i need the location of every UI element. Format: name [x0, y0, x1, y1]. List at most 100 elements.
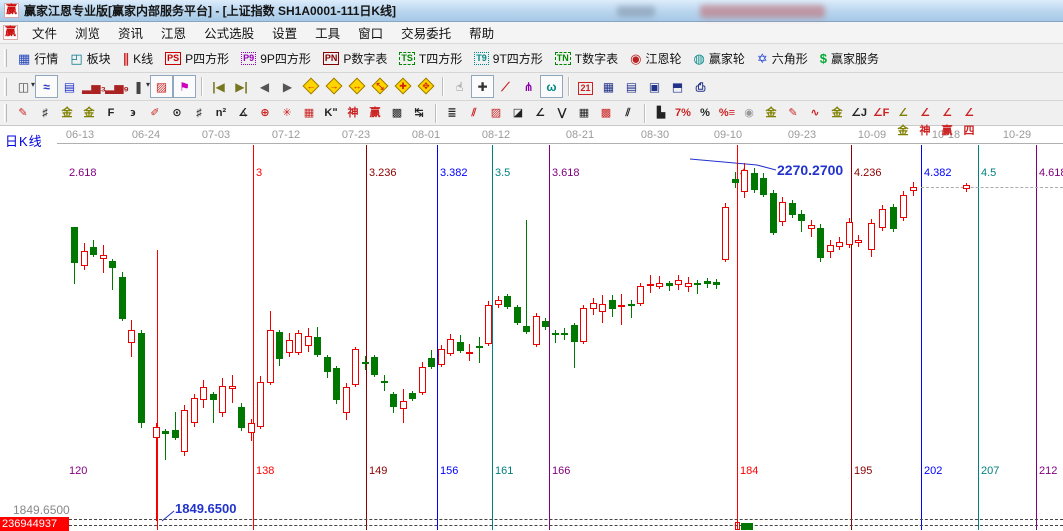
memo-button[interactable]: ▤: [620, 75, 643, 98]
angle-four-button[interactable]: ∠四: [958, 103, 980, 137]
angle-lines-button[interactable]: ∠: [529, 103, 551, 124]
gold-level-button[interactable]: 金: [760, 103, 782, 124]
gann-pencil-button[interactable]: ✎: [12, 103, 34, 124]
win-lines-button[interactable]: 赢: [364, 103, 386, 124]
grid-box-button[interactable]: ▦: [573, 103, 595, 124]
levels-tool-button[interactable]: ≣: [441, 103, 463, 124]
percent-7-button[interactable]: 7%: [672, 103, 694, 124]
menu-item-7[interactable]: 窗口: [358, 27, 384, 41]
pattern-search-button[interactable]: ▨: [150, 75, 173, 98]
menu-item-8[interactable]: 交易委托: [401, 27, 452, 41]
gold-lines-2-button[interactable]: 金: [78, 103, 100, 124]
bars-9-button[interactable]: ▂▅₉: [104, 75, 129, 98]
calculator-button[interactable]: ▦: [597, 75, 620, 98]
winner-service-button[interactable]: $ 赢家服务: [814, 46, 885, 70]
menu-item-6[interactable]: 工具: [315, 27, 341, 41]
expand-both-button[interactable]: ⤡: [368, 75, 391, 98]
zoom-in-button[interactable]: ✚: [391, 75, 414, 98]
menu-item-4[interactable]: 公式选股: [204, 27, 255, 41]
square-grid-button[interactable]: ▦: [298, 103, 320, 124]
diag-box-button[interactable]: ◪: [507, 103, 529, 124]
v-wave-button[interactable]: ⋁: [551, 103, 573, 124]
hand-tool-button[interactable]: ☝: [448, 75, 471, 98]
kline-button[interactable]: ∥ K线: [117, 46, 160, 70]
percent-levels-button[interactable]: %≡: [716, 103, 738, 124]
bars-3-button[interactable]: ▂▅₃: [81, 75, 106, 98]
p9-square-button[interactable]: P9 9P四方形: [235, 46, 317, 70]
cycle-tool-button[interactable]: ⊙: [166, 103, 188, 124]
k-marks-button[interactable]: Kʺ: [320, 103, 342, 124]
menu-item-0[interactable]: 文件: [32, 27, 58, 41]
gann-wheel-button[interactable]: ◉ 江恩轮: [624, 46, 687, 70]
p-number-button[interactable]: PN P数字表: [317, 46, 394, 70]
gold-circle-button[interactable]: ◉: [738, 103, 760, 124]
pan-right-button[interactable]: →: [322, 75, 345, 98]
info-panel-button[interactable]: ▤: [58, 75, 81, 98]
flag-marker-button[interactable]: ⚑: [173, 75, 196, 98]
star-tool-button[interactable]: ✳: [276, 103, 298, 124]
hexagon-button[interactable]: ✡ 六角形: [751, 46, 814, 70]
wave-a-button[interactable]: ∿: [804, 103, 826, 124]
pan-left-button[interactable]: ←: [299, 75, 322, 98]
step-forward-button[interactable]: ▶: [276, 75, 299, 98]
remote-data-button[interactable]: ⬒: [666, 75, 689, 98]
curve-overlay-button[interactable]: ≈: [35, 75, 58, 98]
stats-box-button[interactable]: ▙: [650, 103, 672, 124]
square-numbers-button[interactable]: n²: [210, 103, 232, 124]
menu-item-1[interactable]: 浏览: [75, 27, 101, 41]
cross-box-button[interactable]: ▨: [485, 103, 507, 124]
sectors-button[interactable]: ◰ 板块: [64, 46, 116, 70]
gann-circle-button[interactable]: ⊕: [254, 103, 276, 124]
print-button[interactable]: ⎙: [689, 75, 712, 98]
title-bar[interactable]: 赢 赢家江恩专业版[赢家内部服务平台] - [上证指数 SH1A0001-111…: [0, 0, 1063, 22]
parallel-lines-button[interactable]: ⫽: [617, 103, 639, 124]
flag-pencil-button[interactable]: ✎: [782, 103, 804, 124]
measure-tool-button[interactable]: ⟋: [494, 75, 517, 98]
gold-lines-1-button[interactable]: 金: [56, 103, 78, 124]
toolbar-grip[interactable]: [4, 49, 7, 67]
t-number-button[interactable]: TN T数字表: [549, 46, 624, 70]
crosshair-tool-button[interactable]: ✚: [471, 75, 494, 98]
toolbar-grip[interactable]: [4, 104, 7, 122]
toolbar-grip[interactable]: [4, 77, 7, 96]
jump-first-button[interactable]: |◀: [207, 75, 230, 98]
width-tool-button[interactable]: ↹: [408, 103, 430, 124]
menu-item-2[interactable]: 资讯: [118, 27, 144, 41]
p-square-button[interactable]: PS P四方形: [159, 46, 235, 70]
pencil-2-icon: ✐: [150, 107, 160, 119]
candle-width-button[interactable]: ❚ ▾: [127, 75, 150, 98]
shen-lines-button[interactable]: 神: [342, 103, 364, 124]
winner-wheel-button[interactable]: ◍ 赢家轮: [688, 46, 751, 70]
menu-item-3[interactable]: 江恩: [161, 27, 187, 41]
step-back-button[interactable]: ◀: [253, 75, 276, 98]
save-button[interactable]: ▣: [643, 75, 666, 98]
jump-last-button[interactable]: ▶|: [230, 75, 253, 98]
angle-gold-button[interactable]: ∠金: [892, 103, 914, 137]
expand-horizontal-button[interactable]: ↔: [345, 75, 368, 98]
angle-f-button[interactable]: ∠F: [870, 103, 892, 124]
wave-tool-button[interactable]: ω: [540, 75, 563, 98]
t9-square-button[interactable]: T9 9T四方形: [468, 46, 549, 70]
ruler-grid-button[interactable]: ▩: [386, 103, 408, 124]
t-square-button[interactable]: TS T四方形: [393, 46, 468, 70]
angle-j-button[interactable]: ∠J: [848, 103, 870, 124]
angle-win-button[interactable]: ∠赢: [936, 103, 958, 137]
menu-item-5[interactable]: 设置: [272, 27, 298, 41]
spiral-tool-button[interactable]: ϶: [122, 103, 144, 124]
fan-lines-button[interactable]: ⫽: [463, 103, 485, 124]
zoom-all-button[interactable]: ✥: [414, 75, 437, 98]
grid-lines-2-button[interactable]: ♯: [188, 103, 210, 124]
grid-box-red-button[interactable]: ▩: [595, 103, 617, 124]
gold-underline-button[interactable]: 金: [826, 103, 848, 124]
quotes-button[interactable]: ▦ 行情: [12, 46, 64, 70]
angle-shen-button[interactable]: ∠神: [914, 103, 936, 137]
angle-tool-button[interactable]: ∡: [232, 103, 254, 124]
menu-item-9[interactable]: 帮助: [469, 27, 495, 41]
calendar-button[interactable]: 21: [574, 75, 597, 98]
chart-type-button[interactable]: ◫ ▾: [12, 75, 35, 98]
fork-tool-button[interactable]: ⋔: [517, 75, 540, 98]
grid-lines-button[interactable]: ♯: [34, 103, 56, 124]
pencil-2-button[interactable]: ✐: [144, 103, 166, 124]
fib-lines-button[interactable]: F: [100, 103, 122, 124]
percent-button[interactable]: %: [694, 103, 716, 124]
